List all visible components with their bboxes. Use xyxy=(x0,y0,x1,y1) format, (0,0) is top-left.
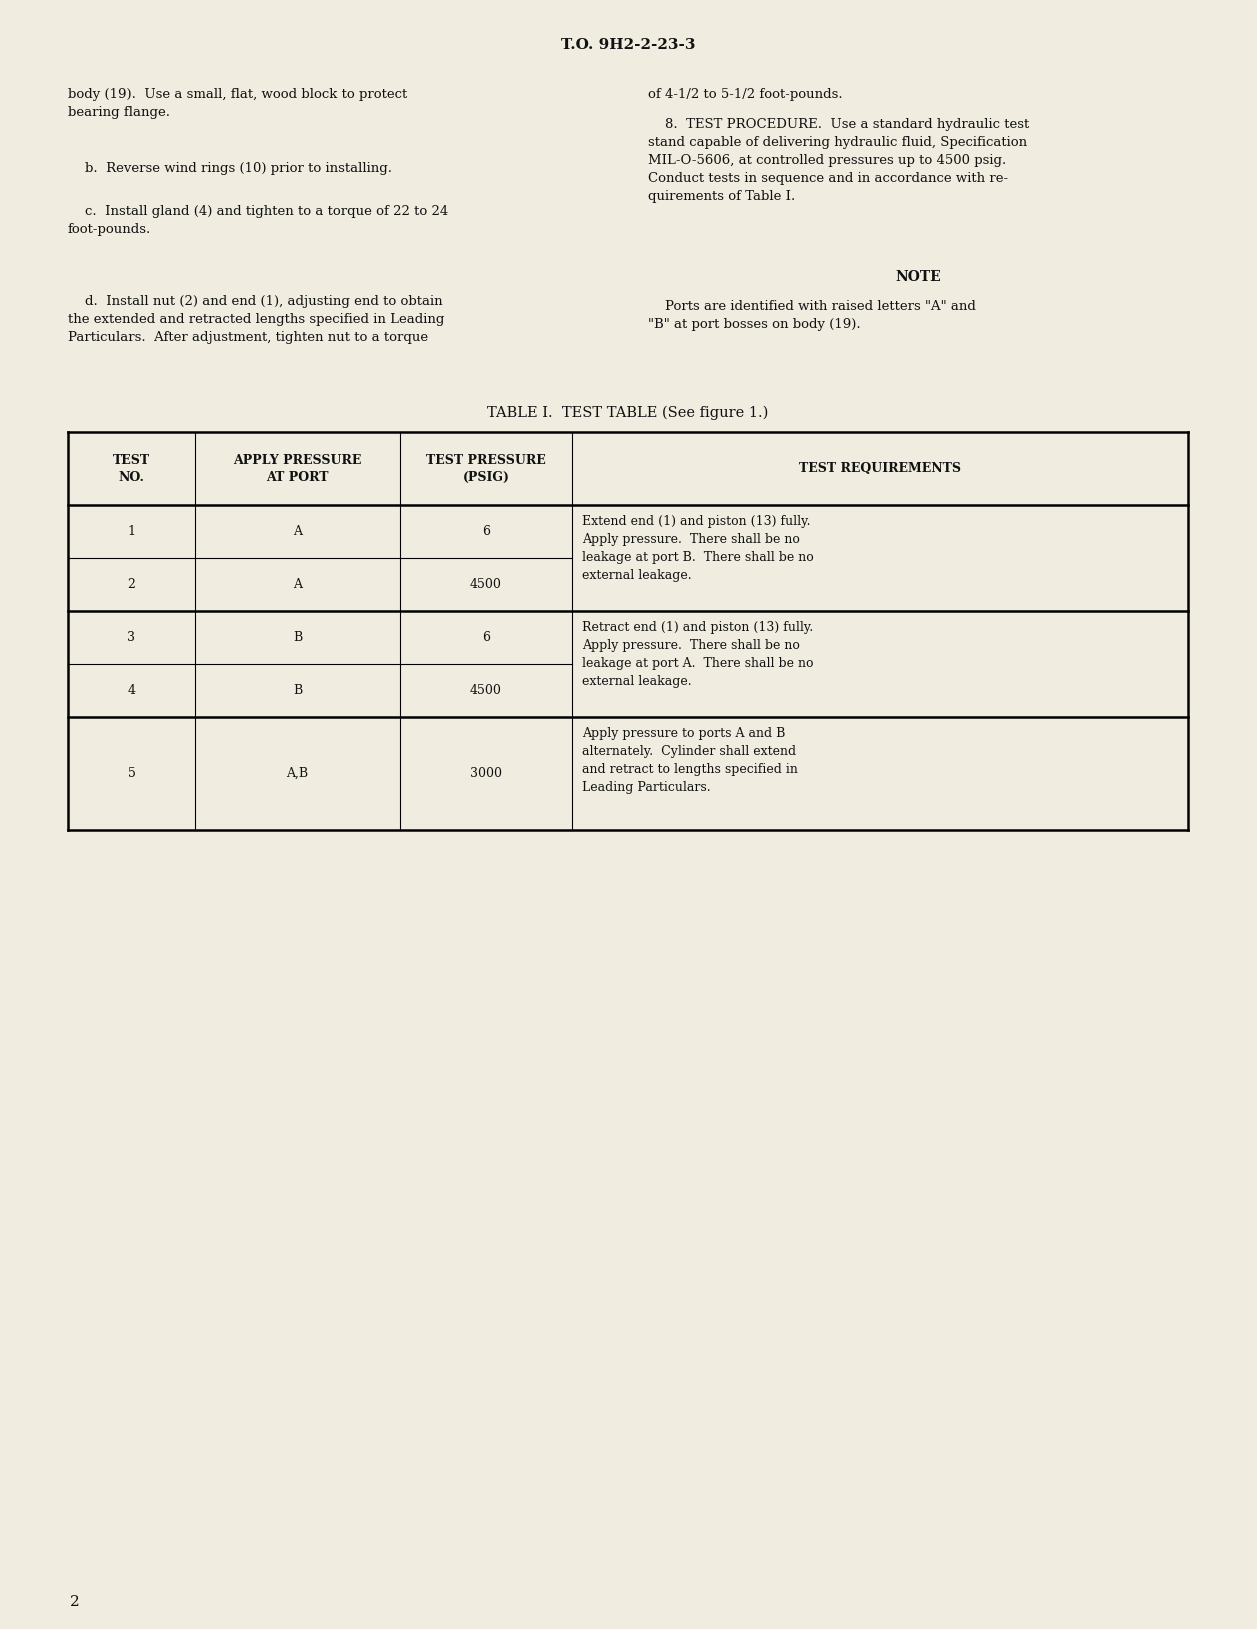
Text: Ports are identified with raised letters "A" and
"B" at port bosses on body (19): Ports are identified with raised letters… xyxy=(649,300,975,331)
Text: APPLY PRESSURE
AT PORT: APPLY PRESSURE AT PORT xyxy=(234,453,362,484)
Text: d.  Install nut (2) and end (1), adjusting end to obtain
the extended and retrac: d. Install nut (2) and end (1), adjustin… xyxy=(68,295,445,344)
Text: 3: 3 xyxy=(127,630,136,643)
Text: 6: 6 xyxy=(481,630,490,643)
Text: TABLE I.  TEST TABLE (See figure 1.): TABLE I. TEST TABLE (See figure 1.) xyxy=(488,406,769,420)
Text: Apply pressure to ports A and B
alternately.  Cylinder shall extend
and retract : Apply pressure to ports A and B alternat… xyxy=(582,727,798,793)
Text: TEST PRESSURE
(PSIG): TEST PRESSURE (PSIG) xyxy=(426,453,546,484)
Text: TEST
NO.: TEST NO. xyxy=(113,453,150,484)
Text: 2: 2 xyxy=(127,578,136,591)
Text: TEST REQUIREMENTS: TEST REQUIREMENTS xyxy=(799,463,962,476)
Text: b.  Reverse wind rings (10) prior to installing.: b. Reverse wind rings (10) prior to inst… xyxy=(68,161,392,174)
Text: 6: 6 xyxy=(481,525,490,538)
Text: 4500: 4500 xyxy=(470,684,502,697)
Text: A: A xyxy=(293,578,302,591)
Text: 8.  TEST PROCEDURE.  Use a standard hydraulic test
stand capable of delivering h: 8. TEST PROCEDURE. Use a standard hydrau… xyxy=(649,117,1029,204)
Text: 4: 4 xyxy=(127,684,136,697)
Text: Extend end (1) and piston (13) fully.
Apply pressure.  There shall be no
leakage: Extend end (1) and piston (13) fully. Ap… xyxy=(582,515,813,582)
Text: 2: 2 xyxy=(70,1595,79,1609)
Text: c.  Install gland (4) and tighten to a torque of 22 to 24
foot-pounds.: c. Install gland (4) and tighten to a to… xyxy=(68,205,449,236)
Text: 1: 1 xyxy=(127,525,136,538)
Text: B: B xyxy=(293,684,302,697)
Text: A,B: A,B xyxy=(287,767,308,780)
Text: 4500: 4500 xyxy=(470,578,502,591)
Text: NOTE: NOTE xyxy=(895,270,941,283)
Text: Retract end (1) and piston (13) fully.
Apply pressure.  There shall be no
leakag: Retract end (1) and piston (13) fully. A… xyxy=(582,621,813,687)
Text: 5: 5 xyxy=(127,767,136,780)
Text: A: A xyxy=(293,525,302,538)
Text: T.O. 9H2-2-23-3: T.O. 9H2-2-23-3 xyxy=(561,37,696,52)
Text: B: B xyxy=(293,630,302,643)
Text: body (19).  Use a small, flat, wood block to protect
bearing flange.: body (19). Use a small, flat, wood block… xyxy=(68,88,407,119)
Text: 3000: 3000 xyxy=(470,767,502,780)
Text: of 4-1/2 to 5-1/2 foot-pounds.: of 4-1/2 to 5-1/2 foot-pounds. xyxy=(649,88,842,101)
